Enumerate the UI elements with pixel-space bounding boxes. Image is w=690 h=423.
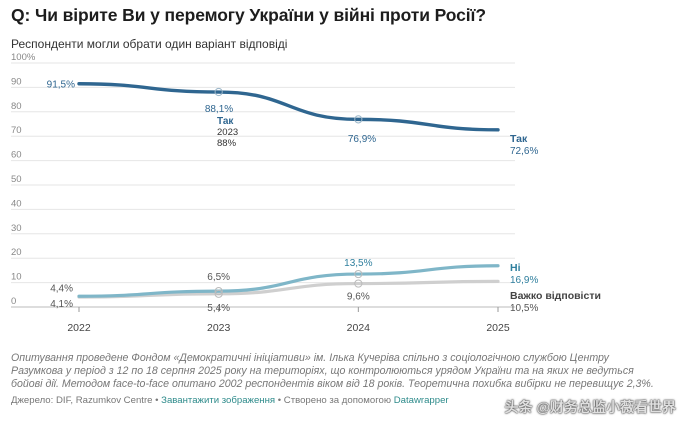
data-label: 9,6%	[347, 292, 370, 303]
chart-title: Q: Чи вірите Ви у перемогу України у вій…	[11, 5, 486, 25]
series-label: Важко відповісти	[510, 290, 601, 302]
y-tick-label: 100%	[11, 52, 36, 63]
y-tick-label: 60	[11, 150, 22, 161]
y-tick-label: 0	[11, 296, 16, 307]
data-point	[214, 287, 223, 296]
data-label: 4,1%	[50, 299, 73, 310]
series-label: Так	[510, 133, 528, 145]
methodology-note: Опитування проведене Фондом «Демократичн…	[11, 352, 654, 391]
y-tick-label: 20	[11, 247, 22, 258]
x-tick-label: 2023	[207, 322, 231, 334]
data-point	[354, 279, 363, 288]
series-line-2	[77, 279, 500, 299]
data-label: 5,4%	[207, 303, 230, 314]
download-image-link[interactable]: Завантажити зображення	[161, 395, 276, 406]
series-line-1	[77, 264, 500, 298]
data-label: 72,6%	[510, 146, 538, 157]
datawrapper-link[interactable]: Datawrapper	[393, 395, 449, 406]
series-line-0	[77, 82, 500, 132]
source-created-text: • Створено за допомогою	[275, 395, 394, 406]
annotation-year: 2023	[217, 127, 238, 138]
y-tick-label: 10	[11, 272, 22, 283]
source-line: Джерело: DIF, Razumkov Centre • Завантаж…	[11, 395, 449, 406]
line-chart: 0 10 20 30 40 50 60 70 80 90 100% 2022 2023 2024 2025…	[11, 52, 601, 334]
y-tick-label: 30	[11, 223, 22, 234]
data-label: 88,1%	[205, 104, 233, 115]
y-tick-label: 80	[11, 101, 22, 112]
x-tick-label: 2025	[486, 322, 510, 334]
annotation-value: 88%	[217, 138, 237, 149]
data-label: 16,9%	[510, 275, 538, 286]
y-tick-label: 40	[11, 198, 22, 209]
data-label: 10,5%	[510, 303, 538, 314]
watermark: 头条 @财务总监小薇看世界	[504, 399, 676, 415]
x-tick-label: 2022	[67, 322, 91, 334]
x-tick-label: 2024	[347, 322, 371, 334]
y-tick-label: 50	[11, 174, 22, 185]
data-point	[354, 115, 363, 124]
data-point	[214, 289, 223, 298]
data-label: 4,4%	[50, 283, 73, 294]
chart-subtitle: Респонденти могли обрати один варіант ві…	[11, 37, 288, 51]
data-label: 76,9%	[348, 134, 376, 145]
y-tick-label: 70	[11, 125, 22, 136]
source-text: Джерело: DIF, Razumkov Centre •	[11, 395, 162, 406]
annotation-label: Так	[217, 116, 234, 127]
data-label: 13,5%	[344, 258, 372, 269]
data-label: 6,5%	[207, 272, 230, 283]
y-tick-label: 90	[11, 76, 22, 87]
data-label: 91,5%	[47, 80, 75, 91]
data-point	[354, 269, 363, 279]
data-point	[214, 87, 223, 97]
series-label: Ні	[510, 262, 521, 274]
